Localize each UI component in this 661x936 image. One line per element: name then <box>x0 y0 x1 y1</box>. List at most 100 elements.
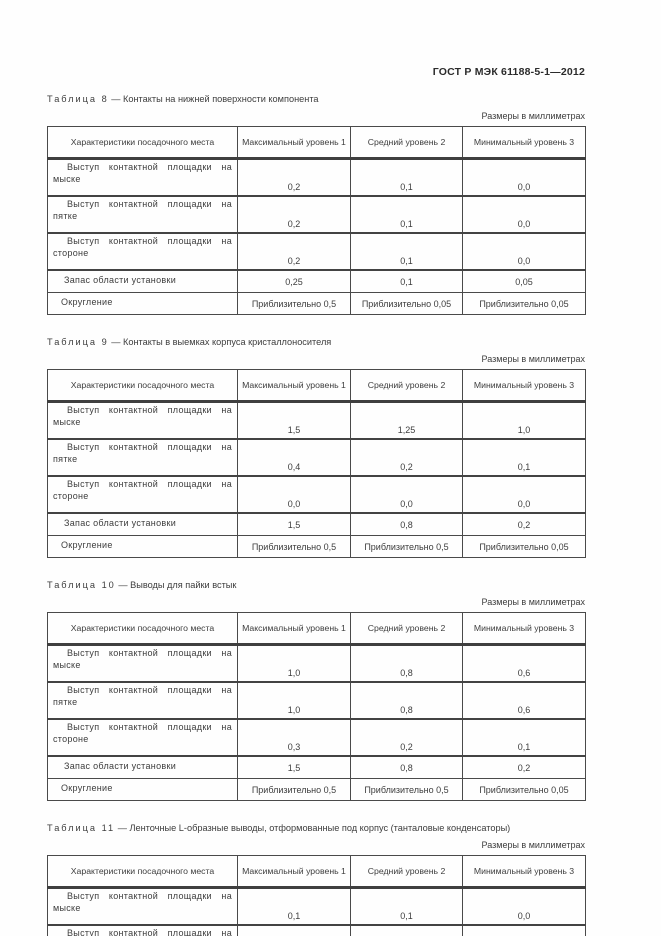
table-block-8: Таблица 8 — Контакты на нижней поверхнос… <box>47 94 586 315</box>
row-label: Округление <box>47 535 238 558</box>
dimensions-table: Характеристики посадочного места Максима… <box>47 855 586 936</box>
col-header: Минимальный уровень 3 <box>462 369 586 403</box>
caption-dash: — <box>111 337 121 347</box>
cell-value: 1,25 <box>350 400 463 440</box>
table-caption: Таблица 11 — Ленточные L-образные выводы… <box>47 823 585 833</box>
caption-dash: — <box>118 580 128 590</box>
caption-dash: — <box>117 823 127 833</box>
table-caption-title: Контакты на нижней поверхности компонент… <box>123 94 319 104</box>
cell-value: 0,2 <box>350 438 463 477</box>
table-caption-title: Ленточные L-образные выводы, отформованн… <box>129 823 511 833</box>
table-caption-title: Выводы для пайки встык <box>130 580 237 590</box>
col-header: Минимальный уровень 3 <box>462 126 586 160</box>
row-label: Округление <box>47 778 238 801</box>
cell-value: 0,0 <box>462 886 586 926</box>
table-row: Запас области установки 1,5 0,8 0,2 <box>47 755 586 779</box>
cell-value: Приблизительно 0,5 <box>237 778 351 801</box>
table-row: Выступ контактной площадки на стороне 0,… <box>47 475 586 514</box>
col-header: Максимальный уровень 1 <box>237 369 351 403</box>
row-label: Выступ контактной площадки на мыске <box>47 643 238 683</box>
cell-value: 0,1 <box>462 438 586 477</box>
col-header: Характеристики посадочного места <box>47 612 238 646</box>
table-caption: Таблица 10 — Выводы для пайки встык <box>47 580 585 590</box>
units-note: Размеры в миллиметрах <box>481 597 585 607</box>
cell-value: 0,0 <box>462 475 586 514</box>
cell-value: 0,2 <box>350 718 463 757</box>
table-row: Выступ контактной площадки на мыске 0,2 … <box>47 157 586 197</box>
table-caption: Таблица 9 — Контакты в выемках корпуса к… <box>47 337 585 347</box>
table-row: Округление Приблизительно 0,5 Приблизите… <box>47 535 586 558</box>
cell-value: 1,5 <box>237 755 351 779</box>
cell-value: 0,2 <box>237 157 351 197</box>
cell-value: 0,1 <box>462 718 586 757</box>
cell-value: 0,25 <box>237 269 351 293</box>
col-header: Средний уровень 2 <box>350 369 463 403</box>
cell-value: 1,5 <box>237 400 351 440</box>
units-note: Размеры в миллиметрах <box>481 840 585 850</box>
col-header: Средний уровень 2 <box>350 855 463 889</box>
row-label: Выступ контактной площадки на стороне <box>47 475 238 514</box>
col-header: Средний уровень 2 <box>350 126 463 160</box>
col-header: Характеристики посадочного места <box>47 126 238 160</box>
caption-dash: — <box>111 94 121 104</box>
row-label: Округление <box>47 292 238 315</box>
row-label: Запас области установки <box>47 755 238 779</box>
cell-value: 0,1 <box>350 195 463 234</box>
table-row: Выступ контактной площадки на стороне 0,… <box>47 718 586 757</box>
row-label: Запас области установки <box>47 512 238 536</box>
cell-value: 1,0 <box>237 643 351 683</box>
table-row: Выступ контактной площадки на стороне 0,… <box>47 232 586 271</box>
col-header: Минимальный уровень 3 <box>462 612 586 646</box>
col-header: Максимальный уровень 1 <box>237 126 351 160</box>
cell-value: 0,6 <box>462 643 586 683</box>
cell-value: 0,2 <box>237 195 351 234</box>
table-row: Округление Приблизительно 0,5 Приблизите… <box>47 292 586 315</box>
cell-value: Приблизительно 0,05 <box>462 535 586 558</box>
cell-value: 1,0 <box>237 681 351 720</box>
table-caption-label: Таблица 9 <box>47 337 109 347</box>
table-row: Запас области установки 1,5 0,8 0,2 <box>47 512 586 536</box>
cell-value: 0,2 <box>237 232 351 271</box>
table-block-10: Таблица 10 — Выводы для пайки встык Разм… <box>47 580 586 801</box>
table-header-row: Характеристики посадочного места Максима… <box>47 855 586 889</box>
table-row: Выступ контактной площадки на пятке 0,2 … <box>47 195 586 234</box>
table-header-row: Характеристики посадочного места Максима… <box>47 612 586 646</box>
row-label: Запас области установки <box>47 269 238 293</box>
row-label: Выступ контактной площадки на стороне <box>47 232 238 271</box>
table-caption-label: Таблица 8 <box>47 94 109 104</box>
col-header: Максимальный уровень 1 <box>237 612 351 646</box>
col-header: Средний уровень 2 <box>350 612 463 646</box>
table-row: Выступ контактной площадки на пятке 1,0 … <box>47 681 586 720</box>
cell-value: 0,1 <box>237 886 351 926</box>
table-caption-label: Таблица 10 <box>47 580 116 590</box>
table-caption-title: Контакты в выемках корпуса кристаллоноси… <box>123 337 332 347</box>
table-row: Выступ контактной площадки на мыске 1,5 … <box>47 400 586 440</box>
cell-value: 0,3 <box>237 718 351 757</box>
cell-value: 0,5 <box>350 924 463 936</box>
table-row: Выступ контактной площадки на пятке 1,0 … <box>47 924 586 936</box>
cell-value: 0,2 <box>462 924 586 936</box>
cell-value: 0,1 <box>350 232 463 271</box>
cell-value: 0,1 <box>350 886 463 926</box>
cell-value: 0,2 <box>462 512 586 536</box>
cell-value: 1,0 <box>237 924 351 936</box>
row-label: Выступ контактной площадки на пятке <box>47 195 238 234</box>
cell-value: Приблизительно 0,5 <box>350 778 463 801</box>
row-label: Выступ контактной площадки на мыске <box>47 157 238 197</box>
dimensions-table: Характеристики посадочного места Максима… <box>47 612 586 801</box>
doc-number: ГОСТ Р МЭК 61188-5-1—2012 <box>432 66 585 78</box>
table-row: Выступ контактной площадки на пятке 0,4 … <box>47 438 586 477</box>
cell-value: Приблизительно 0,5 <box>350 535 463 558</box>
col-header: Максимальный уровень 1 <box>237 855 351 889</box>
table-row: Запас области установки 0,25 0,1 0,05 <box>47 269 586 293</box>
cell-value: 0,0 <box>462 232 586 271</box>
row-label: Выступ контактной площадки на пятке <box>47 924 238 936</box>
cell-value: 0,4 <box>237 438 351 477</box>
table-row: Выступ контактной площадки на мыске 0,1 … <box>47 886 586 926</box>
cell-value: 0,8 <box>350 755 463 779</box>
cell-value: 0,05 <box>462 269 586 293</box>
cell-value: Приблизительно 0,5 <box>237 535 351 558</box>
cell-value: 1,5 <box>237 512 351 536</box>
cell-value: Приблизительно 0,05 <box>462 778 586 801</box>
